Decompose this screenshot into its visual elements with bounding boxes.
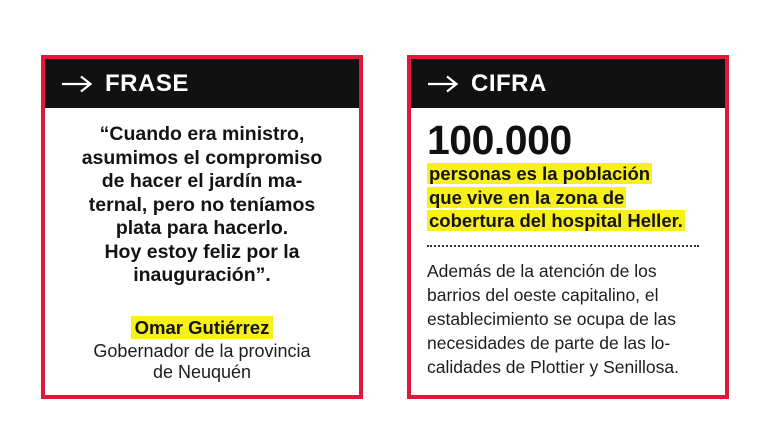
detail-line: calidades de Plottier y Senillosa. xyxy=(427,357,679,377)
detail-line: Además de la atención de los xyxy=(427,261,657,281)
description-line: personas es la población xyxy=(427,163,653,184)
author-role: Gobernador de la provincia de Neuquén xyxy=(55,341,349,383)
frase-box: FRASE “Cuando era ministro, asumimos el … xyxy=(41,55,363,399)
quote-line: ternal, pero no teníamos xyxy=(88,193,316,216)
number-description: personas es la población que vive en la … xyxy=(427,162,727,233)
frase-header: FRASE xyxy=(45,59,359,108)
dotted-divider xyxy=(427,245,699,247)
detail-line: establecimiento se ocupa de las xyxy=(427,309,677,329)
cifra-box: CIFRA 100.000 personas es la población q… xyxy=(407,55,729,399)
author-name: Omar Gutiérrez xyxy=(130,316,274,339)
quote-line: de hacer el jardín ma- xyxy=(101,170,303,192)
quote-text: “Cuando era ministro, asumimos el compro… xyxy=(55,123,349,288)
cifra-header: CIFRA xyxy=(411,59,725,108)
frase-title: FRASE xyxy=(105,69,189,97)
quote-line: Hoy estoy feliz por la xyxy=(104,240,300,263)
big-number: 100.000 xyxy=(427,117,572,163)
arrow-right-icon xyxy=(428,75,459,92)
detail-line: necesidades de parte de las lo- xyxy=(427,333,671,353)
detail-line: barrios del oeste capitalino, el xyxy=(427,285,659,305)
role-line: Gobernador de la provincia xyxy=(93,341,311,361)
arrow-right-icon xyxy=(62,75,93,92)
detail-text: Además de la atención de los barrios del… xyxy=(427,259,723,379)
quote-line: plata para hacerlo. xyxy=(115,217,289,239)
quote-line: asumimos el compromiso xyxy=(81,146,323,169)
cifra-title: CIFRA xyxy=(471,69,547,97)
description-line: cobertura del hospital Heller. xyxy=(427,210,685,231)
quote-line: inauguración”. xyxy=(133,264,271,286)
author-wrap: Omar Gutiérrez xyxy=(45,316,359,339)
role-line: de Neuquén xyxy=(152,362,252,382)
description-line: que vive en la zona de xyxy=(427,186,627,208)
quote-line: “Cuando era ministro, xyxy=(99,123,305,145)
